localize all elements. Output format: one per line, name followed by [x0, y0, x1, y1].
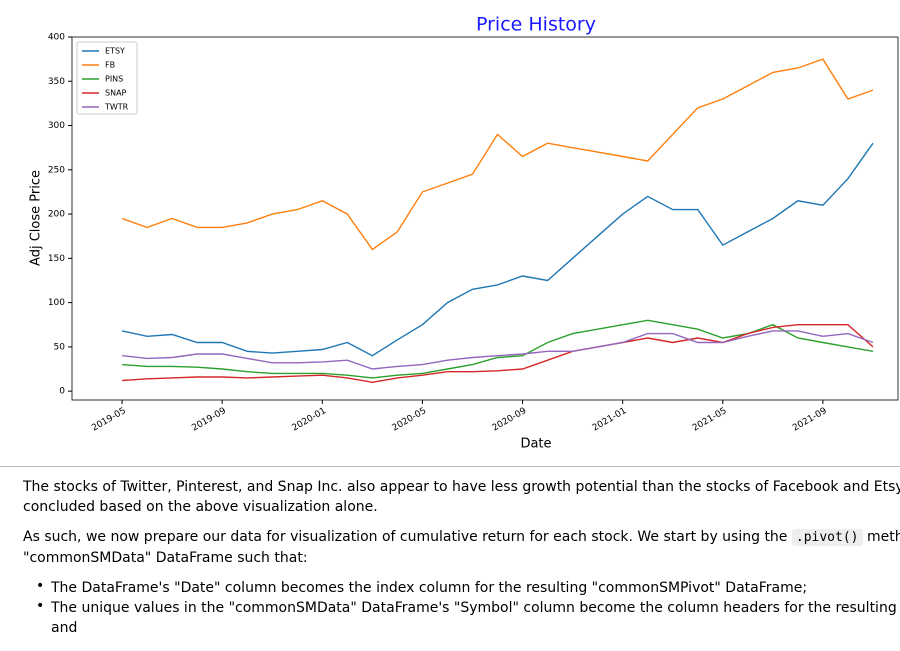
bullet-marker: •: [36, 598, 45, 614]
x-tick-label: 2020-05: [391, 406, 429, 433]
y-tick-label: 0: [59, 387, 65, 397]
y-tick-label: 50: [54, 342, 66, 352]
text-line: "commonSMData" DataFrame such that:: [23, 550, 308, 566]
inline-code: .pivot(): [791, 529, 863, 546]
bullet-list: • The DataFrame's "Date" column becomes t…: [0, 578, 900, 638]
bullet-marker: •: [36, 578, 45, 594]
text-line: concluded based on the above visualizati…: [23, 499, 378, 515]
x-tick-label: 2021-01: [591, 406, 629, 433]
legend-box: [76, 41, 138, 115]
bullet-item: • The DataFrame's "Date" column becomes t…: [0, 578, 900, 598]
x-tick-label: 2019-09: [190, 406, 228, 434]
chart-title: Price History: [476, 14, 596, 36]
y-tick-label: 200: [48, 210, 65, 220]
y-tick-label: 400: [48, 33, 65, 43]
series-line: [122, 319, 874, 379]
y-tick-label: 150: [48, 254, 65, 264]
y-tick-label: 300: [48, 121, 65, 131]
text-line: and: [51, 620, 78, 636]
legend-label: SNAP: [105, 89, 127, 98]
notebook-text: The stocks of Twitter, Pinterest, and Sn…: [0, 466, 900, 651]
series-line: [122, 324, 874, 384]
y-axis-label: Adj Close Price: [29, 170, 44, 266]
chart: Price History Date Adj Close Price 0 50 10…: [29, 14, 899, 452]
x-tick-label: 2019-05: [90, 406, 128, 433]
legend-label: TWTR: [104, 103, 129, 112]
series-line: [122, 330, 874, 370]
text: method to reorgan: [866, 529, 900, 545]
y-tick-label: 350: [48, 77, 65, 87]
x-tick-label: 2021-05: [691, 406, 729, 433]
text-line: The stocks of Twitter, Pinterest, and Sn…: [23, 479, 900, 495]
y-tick-label: 250: [48, 165, 65, 175]
bullet-item: • The unique values in the "commonSMData"…: [0, 598, 900, 638]
legend-label: FB: [105, 61, 115, 70]
legend-label: ETSY: [105, 47, 125, 56]
text-line: The DataFrame's "Date" column becomes th…: [51, 580, 808, 596]
x-tick-label: 2020-01: [290, 406, 328, 433]
plot-frame: [71, 36, 899, 401]
x-axis-label: Date: [520, 437, 551, 452]
text-line: The unique values in the "commonSMData" …: [51, 600, 900, 616]
legend-label: PINS: [105, 75, 123, 84]
y-tick-label: 100: [48, 298, 65, 308]
text-line: As such, we now prepare our data for vis…: [23, 527, 900, 548]
text: As such, we now prepare our data for vis…: [23, 529, 788, 545]
x-tick-label: 2021-09: [791, 406, 829, 434]
x-tick-label: 2020-09: [491, 406, 529, 434]
series-line: [121, 58, 874, 251]
series-line: [121, 142, 874, 357]
